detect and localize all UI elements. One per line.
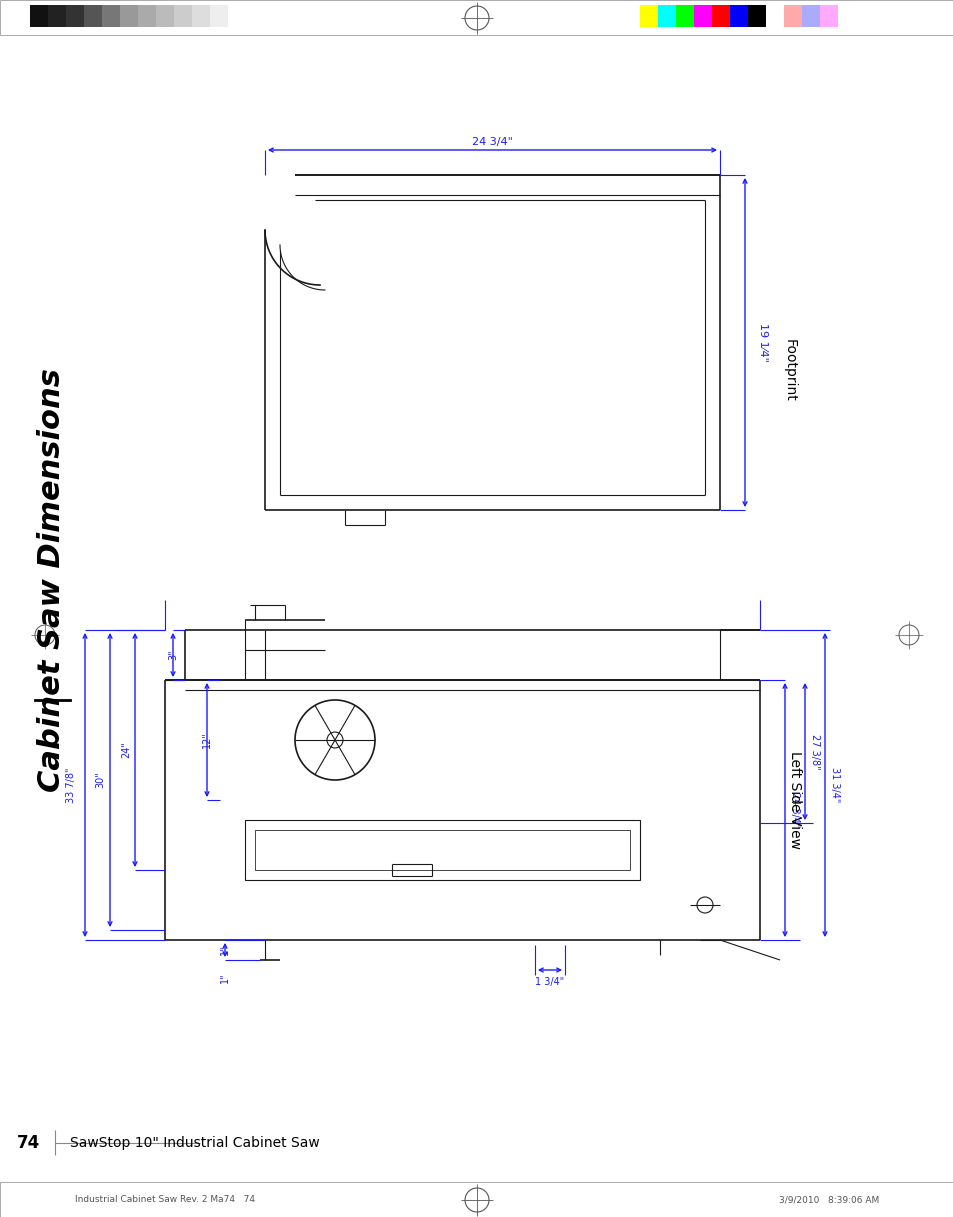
Text: Cabinet Saw Dimensions: Cabinet Saw Dimensions [37, 368, 67, 792]
Text: 3/9/2010   8:39:06 AM: 3/9/2010 8:39:06 AM [778, 1195, 878, 1205]
Text: 12": 12" [202, 731, 212, 748]
Text: 33 7/8": 33 7/8" [66, 767, 76, 803]
Text: SawStop 10" Industrial Cabinet Saw: SawStop 10" Industrial Cabinet Saw [70, 1135, 319, 1150]
Bar [658, 5, 676, 27]
Bar [693, 5, 711, 27]
Bar [254, 830, 629, 870]
Text: 31 3/4": 31 3/4" [829, 767, 840, 803]
Bar [711, 5, 729, 27]
Bar [747, 5, 765, 27]
Text: 3": 3" [168, 650, 178, 661]
Bar [102, 5, 120, 27]
Text: 1 3/4": 1 3/4" [535, 977, 564, 987]
Bar [676, 5, 693, 27]
Text: Left Side View: Left Side View [787, 751, 801, 849]
Text: 30": 30" [95, 772, 105, 789]
Bar [820, 5, 837, 27]
Text: 1": 1" [220, 944, 230, 955]
Bar [138, 5, 156, 27]
Bar [173, 5, 192, 27]
Text: 24 3/4": 24 3/4" [789, 792, 800, 828]
Bar [84, 5, 102, 27]
Text: 1": 1" [220, 972, 230, 982]
Bar [156, 5, 173, 27]
Bar [765, 5, 783, 27]
Bar [245, 820, 639, 880]
Text: 74: 74 [17, 1134, 40, 1152]
Text: 24": 24" [121, 741, 131, 758]
Text: 24 3/4": 24 3/4" [472, 138, 513, 147]
Bar [783, 5, 801, 27]
Bar [801, 5, 820, 27]
Bar [639, 5, 658, 27]
Bar [66, 5, 84, 27]
Text: Industrial Cabinet Saw Rev. 2 Ma74   74: Industrial Cabinet Saw Rev. 2 Ma74 74 [75, 1195, 254, 1205]
Bar [192, 5, 210, 27]
Bar [120, 5, 138, 27]
Text: 27 3/8": 27 3/8" [809, 734, 820, 769]
Bar [729, 5, 747, 27]
Text: 19 1⁄4": 19 1⁄4" [758, 323, 767, 361]
Bar [210, 5, 228, 27]
Bar [48, 5, 66, 27]
Bar [30, 5, 48, 27]
Text: Footprint: Footprint [782, 338, 796, 402]
